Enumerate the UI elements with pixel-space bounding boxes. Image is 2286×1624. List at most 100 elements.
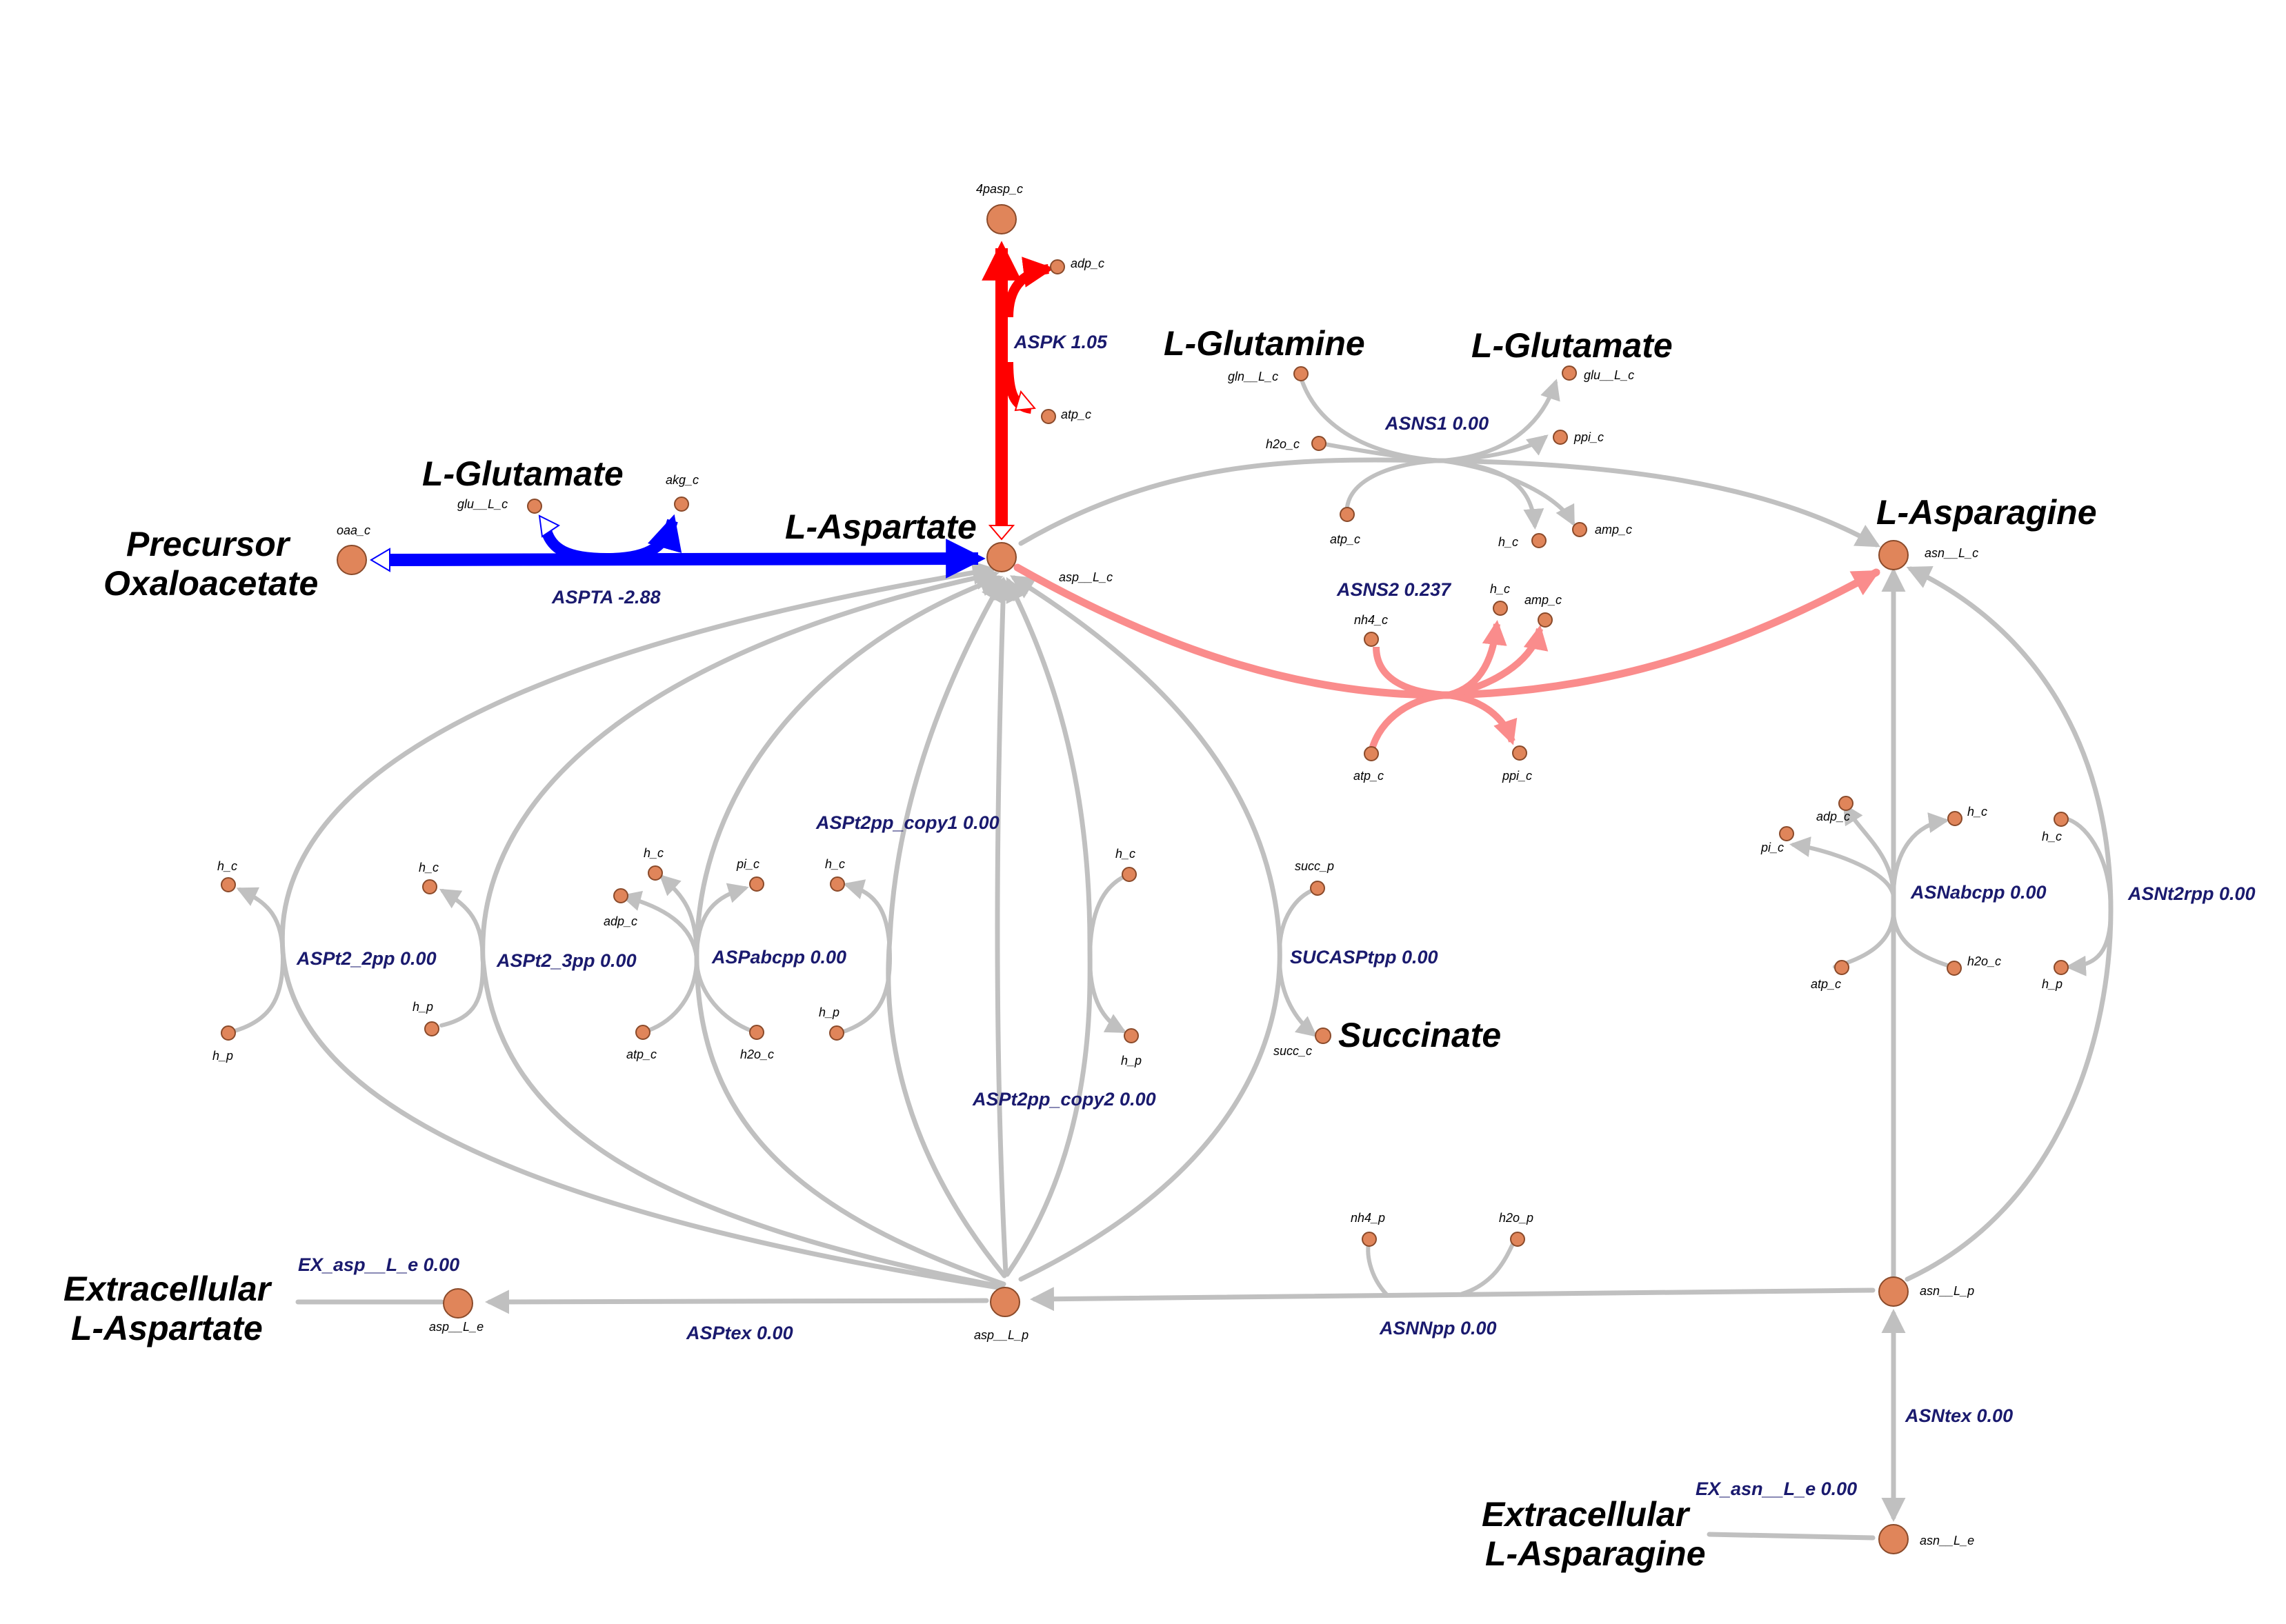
node-adp-c-abc[interactable] <box>613 888 628 903</box>
aspt2pp-copy2-edge[interactable] <box>1004 577 1093 1277</box>
node-pi-c-asnabc[interactable] <box>1779 826 1794 841</box>
node-asn-c[interactable] <box>1878 540 1909 570</box>
node-asn-e[interactable] <box>1878 1524 1909 1554</box>
node-h-c-asnabc[interactable] <box>1947 811 1962 826</box>
asns1-ppi-out[interactable] <box>1440 434 1549 463</box>
node-atp-c-abc[interactable] <box>635 1025 650 1040</box>
aspt2pp-copy1-edge[interactable] <box>886 577 1007 1279</box>
sucasptpp-edge[interactable] <box>1010 575 1282 1282</box>
reaction-aspk[interactable]: ASPK 1.05 <box>1013 332 1108 352</box>
asptex-edge[interactable] <box>485 1290 989 1314</box>
reaction-asns2[interactable]: ASNS2 0.237 <box>1336 579 1452 600</box>
aspabcpp-edge[interactable] <box>694 573 1006 1287</box>
node-4pasp-c[interactable] <box>986 204 1017 234</box>
asns2-ppi-out[interactable] <box>1448 692 1518 745</box>
reaction-asptex[interactable]: ASPtex 0.00 <box>686 1323 793 1343</box>
label-nh4-c: nh4_c <box>1354 613 1388 627</box>
reaction-sucasptpp[interactable]: SUCASPtpp 0.00 <box>1290 947 1438 968</box>
aspt2-2pp-edge[interactable] <box>279 561 1005 1291</box>
node-h-p-copy2[interactable] <box>1124 1028 1139 1043</box>
node-asn-p[interactable] <box>1878 1276 1909 1307</box>
reaction-asntex[interactable]: ASNtex 0.00 <box>1905 1405 2013 1426</box>
aspk-adp-out[interactable] <box>1004 257 1055 318</box>
reaction-asnnpp[interactable]: ASNNpp 0.00 <box>1379 1318 1497 1339</box>
asnabcpp-h2o <box>1891 908 1954 969</box>
reaction-asnt2rpp[interactable]: ASNt2rpp 0.00 <box>2127 883 2256 904</box>
node-h-c-asns2[interactable] <box>1493 601 1508 616</box>
node-succ-c[interactable] <box>1315 1027 1331 1044</box>
node-h2o-p[interactable] <box>1510 1232 1525 1247</box>
reaction-aspta[interactable]: ASPTA -2.88 <box>551 587 661 608</box>
node-asp-p[interactable] <box>990 1287 1020 1317</box>
node-amp-c-asns2[interactable] <box>1538 612 1553 628</box>
node-h-p-copy1[interactable] <box>829 1025 844 1041</box>
node-amp-c-asns1[interactable] <box>1572 522 1587 537</box>
node-asp-e[interactable] <box>443 1288 473 1319</box>
node-succ-p[interactable] <box>1310 881 1325 896</box>
reaction-labels: ASPTA -2.88 ASPK 1.05 ASNS1 0.00 ASNS2 0… <box>296 332 2256 1499</box>
asns2-amp-out[interactable] <box>1447 625 1549 699</box>
asnnpp-edge[interactable] <box>1030 1287 1876 1312</box>
asns1-amp-out[interactable] <box>1440 459 1575 527</box>
reaction-ex-asp[interactable]: EX_asp__L_e 0.00 <box>298 1254 459 1275</box>
aspabcpp-pi-out <box>695 883 749 961</box>
reaction-asns1[interactable]: ASNS1 0.00 <box>1384 413 1489 434</box>
diag-asp-p-to-asp-c <box>991 577 1015 1276</box>
big-precursor-line1: Precursor <box>126 525 291 563</box>
node-asp-c[interactable] <box>986 542 1017 572</box>
reaction-aspt2-2pp[interactable]: ASPt2_2pp 0.00 <box>296 948 437 969</box>
reaction-ex-asn[interactable]: EX_asn__L_e 0.00 <box>1696 1478 1857 1499</box>
node-h-p-asnt2[interactable] <box>2054 960 2069 975</box>
node-ppi-c-asns2[interactable] <box>1512 745 1527 761</box>
reaction-aspt2pp-copy1[interactable]: ASPt2pp_copy1 0.00 <box>815 812 1000 833</box>
big-l-glutamate-right: L-Glutamate <box>1471 326 1673 365</box>
node-atp-c-asns1[interactable] <box>1340 507 1355 522</box>
ex-asn-edge[interactable] <box>1707 1532 1876 1541</box>
asnt2rpp-edge[interactable] <box>1905 566 2114 1282</box>
node-h-c-2pp[interactable] <box>221 877 236 892</box>
node-h-c-copy1[interactable] <box>830 876 845 892</box>
reaction-aspt2pp-copy2[interactable]: ASPt2pp_copy2 0.00 <box>972 1089 1156 1110</box>
reaction-aspabcpp[interactable]: ASPabcpp 0.00 <box>711 947 846 968</box>
label-amp-c-asns2: amp_c <box>1524 593 1562 607</box>
label-asn-e: asn__L_e <box>1920 1534 1974 1547</box>
node-h2o-c-abc[interactable] <box>749 1025 764 1040</box>
node-ppi-c-asns1[interactable] <box>1553 430 1568 445</box>
node-gln-c[interactable] <box>1293 366 1309 381</box>
node-atp-c-aspk[interactable] <box>1041 409 1056 424</box>
node-nh4-p[interactable] <box>1362 1232 1377 1247</box>
node-h-c-copy2[interactable] <box>1122 867 1137 882</box>
node-adp-c-aspk[interactable] <box>1050 259 1065 274</box>
aspta-akg-out[interactable] <box>606 514 682 564</box>
node-akg-c[interactable] <box>674 497 689 512</box>
label-h-c-abc: h_c <box>644 846 664 860</box>
node-h-p-3pp[interactable] <box>424 1021 439 1036</box>
node-atp-c-asnabc[interactable] <box>1834 960 1849 975</box>
metabolite-labels: 4pasp_c adp_c atp_c glu__L_c akg_c oaa_c… <box>212 182 2063 1547</box>
label-nh4-p: nh4_p <box>1351 1211 1385 1225</box>
label-h-p-asnt2: h_p <box>2042 977 2063 991</box>
node-h-p-2pp[interactable] <box>221 1025 236 1041</box>
reaction-aspt2-3pp[interactable]: ASPt2_3pp 0.00 <box>496 950 637 971</box>
node-atp-c-asns2[interactable] <box>1364 746 1379 761</box>
node-h-c-asns1[interactable] <box>1531 533 1547 548</box>
label-amp-c-asns1: amp_c <box>1595 523 1632 537</box>
reaction-asnabcpp[interactable]: ASNabcpp 0.00 <box>1910 882 2047 903</box>
node-glu-c-asns1[interactable] <box>1562 365 1577 381</box>
node-h-c-abc[interactable] <box>648 865 663 881</box>
aspabcpp-h2o-in <box>695 956 754 1033</box>
node-pi-c-abc[interactable] <box>749 876 764 892</box>
aspta-edge[interactable] <box>386 552 979 566</box>
node-h-c-asnt2[interactable] <box>2054 812 2069 827</box>
asns1-edge[interactable] <box>1018 457 1881 548</box>
node-h-c-3pp[interactable] <box>422 879 437 894</box>
node-glu-c-aspta[interactable] <box>527 499 542 514</box>
node-adp-c-asnabc[interactable] <box>1838 796 1853 811</box>
node-h2o-c-asns1[interactable] <box>1311 436 1326 451</box>
node-nh4-c[interactable] <box>1364 632 1379 647</box>
copy2-h-out <box>1088 874 1128 961</box>
aspt2-2pp-h-out <box>236 887 285 961</box>
node-oaa-c[interactable] <box>337 545 367 575</box>
aspt2-3pp-edge[interactable] <box>480 565 1005 1290</box>
node-h2o-c-asnabc[interactable] <box>1947 961 1962 976</box>
